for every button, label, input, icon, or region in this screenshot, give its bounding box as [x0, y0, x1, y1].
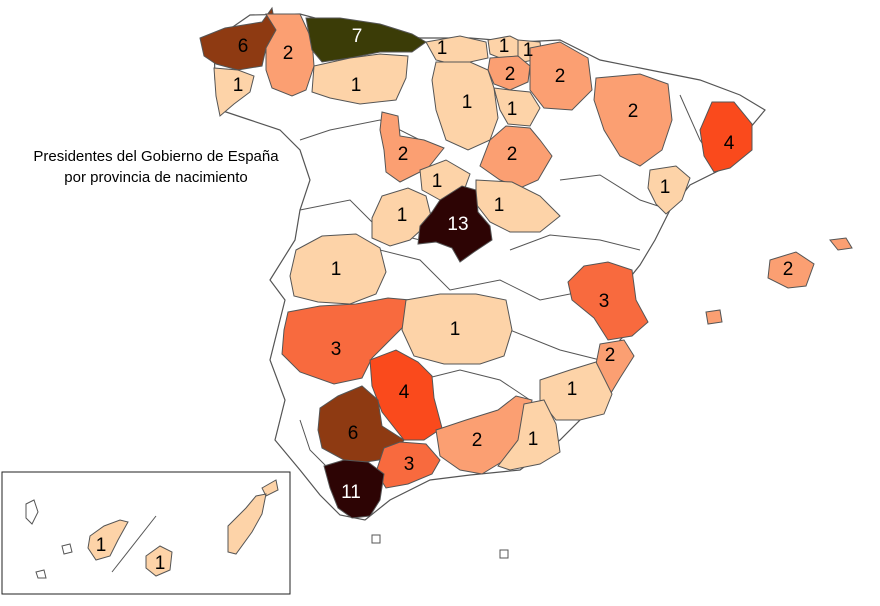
island-la-palma: [25, 499, 39, 525]
label-vizcaya: 1: [499, 36, 510, 57]
label-las-palmas: 1: [155, 553, 166, 574]
label-murcia: 1: [567, 379, 578, 400]
province-badajoz[interactable]: [281, 297, 411, 385]
label-tarragona: 1: [660, 177, 671, 198]
label-navarra: 2: [555, 66, 566, 87]
province-cantabria[interactable]: [425, 35, 489, 65]
province-valencia[interactable]: [567, 261, 649, 341]
label-la-rioja: 1: [507, 99, 518, 120]
label-burgos: 1: [462, 92, 473, 113]
label-malaga: 3: [404, 454, 415, 475]
province-avila[interactable]: [371, 187, 433, 247]
label-caceres: 1: [331, 259, 342, 280]
label-avila: 1: [397, 205, 408, 226]
province-tarragona[interactable]: [647, 165, 691, 215]
provinces: [199, 6, 853, 559]
label-santa-cruz-de-tenerife: 1: [96, 535, 107, 556]
province-labels: 6 2 7 1 1 1 2 2 1 1 1 1 2 4 2 2 1 1 1 13…: [96, 26, 794, 574]
label-madrid: 13: [447, 214, 468, 235]
label-barcelona: 4: [724, 133, 735, 154]
map-title: Presidentes del Gobierno de España por p…: [6, 146, 306, 188]
label-lugo: 2: [283, 43, 294, 64]
label-sevilla: 6: [348, 423, 359, 444]
province-barcelona[interactable]: [699, 101, 753, 173]
province-santa-cruz-de-tenerife[interactable]: [87, 519, 129, 561]
island-la-gomera: [61, 543, 73, 555]
label-cantabria: 1: [437, 38, 448, 59]
label-alicante: 2: [605, 345, 616, 366]
label-granada: 2: [472, 430, 483, 451]
label-leon: 1: [351, 75, 362, 96]
label-alava: 2: [505, 64, 516, 85]
label-cadiz: 11: [341, 482, 361, 503]
label-valladolid: 2: [398, 144, 409, 165]
province-huesca[interactable]: [593, 73, 673, 167]
label-pontevedra: 1: [233, 75, 244, 96]
map-title-line2: por provincia de nacimiento: [64, 169, 248, 186]
label-guipuzcoa: 1: [523, 40, 534, 61]
label-baleares: 2: [783, 259, 794, 280]
map-title-line1: Presidentes del Gobierno de España: [33, 148, 279, 165]
province-pontevedra[interactable]: [213, 67, 255, 117]
label-asturias: 7: [352, 26, 363, 47]
label-segovia: 1: [432, 171, 443, 192]
province-leon[interactable]: [311, 53, 409, 105]
label-almeria: 1: [528, 429, 539, 450]
province-asturias[interactable]: [305, 17, 427, 63]
label-guadalajara: 1: [494, 195, 505, 216]
province-almeria[interactable]: [497, 399, 561, 471]
province-ciudad-real[interactable]: [401, 293, 513, 365]
label-badajoz: 3: [331, 339, 342, 360]
island-el-hierro: [35, 569, 47, 579]
province-caceres[interactable]: [289, 233, 387, 305]
inset-divider: [111, 515, 157, 573]
province-las-palmas[interactable]: [145, 479, 279, 577]
label-ciudad-real: 1: [450, 319, 461, 340]
province-navarra[interactable]: [529, 41, 593, 111]
ceuta-marker: [371, 534, 381, 544]
label-huesca: 2: [628, 101, 639, 122]
label-valencia: 3: [599, 291, 610, 312]
melilla-marker: [499, 549, 509, 559]
province-madrid[interactable]: [417, 185, 493, 263]
province-baleares[interactable]: [705, 237, 853, 325]
province-la-rioja[interactable]: [493, 87, 541, 127]
canary-islands-inset: [1, 471, 291, 595]
province-guadalajara[interactable]: [475, 179, 561, 233]
label-soria: 2: [507, 144, 518, 165]
label-a-coruna: 6: [238, 36, 249, 57]
label-cordoba: 4: [399, 382, 410, 403]
province-soria[interactable]: [479, 125, 553, 189]
province-cadiz[interactable]: [323, 459, 385, 519]
